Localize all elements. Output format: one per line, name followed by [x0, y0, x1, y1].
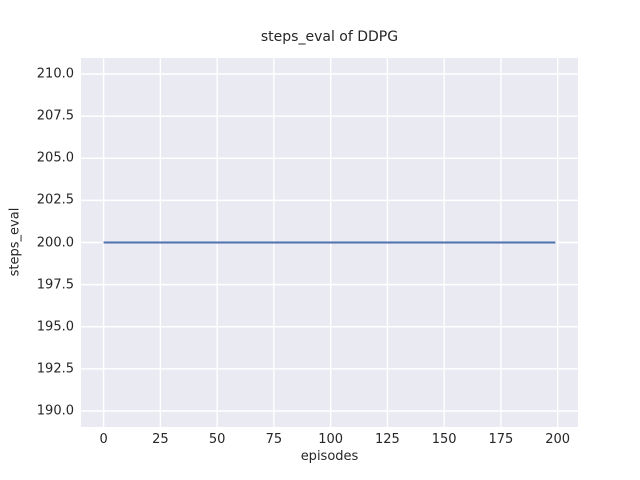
y-tick-label: 195.0: [36, 319, 74, 335]
x-tick-label: 25: [152, 432, 169, 447]
plot-canvas: [81, 58, 578, 427]
y-tick-label: 200.0: [36, 235, 74, 250]
x-tick-label: 50: [208, 432, 226, 447]
y-tick-label: 192.5: [36, 361, 74, 377]
x-tick-label: 200: [545, 432, 571, 447]
chart-title: steps_eval of DDPG: [260, 29, 399, 45]
x-tick-label: 0: [99, 432, 108, 447]
x-tick-label: 75: [265, 432, 283, 447]
x-axis-label: episodes: [300, 449, 359, 464]
x-tick-label: 100: [318, 432, 344, 447]
y-tick-label: 190.0: [36, 403, 74, 419]
y-tick-label: 202.5: [36, 192, 74, 208]
plot-area: [81, 58, 578, 427]
x-tick-label: 150: [431, 432, 457, 447]
x-tick-label: 175: [488, 432, 514, 447]
y-tick-label: 197.5: [36, 277, 74, 293]
y-axis-label: steps_eval: [7, 207, 23, 277]
y-tick-label: 210.0: [36, 66, 74, 82]
x-tick-label: 125: [374, 432, 400, 447]
y-tick-label: 207.5: [36, 108, 74, 124]
y-tick-label: 205.0: [36, 150, 74, 166]
